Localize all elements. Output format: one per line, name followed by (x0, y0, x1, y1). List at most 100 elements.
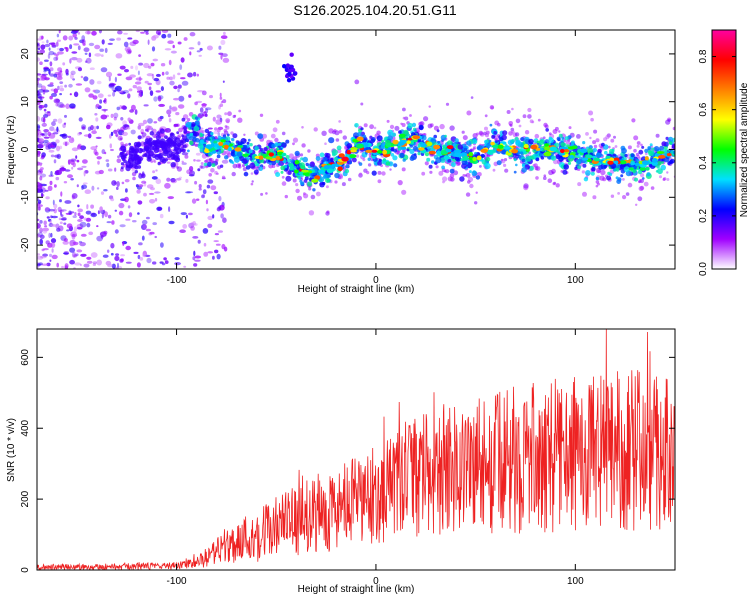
ridge-point (124, 153, 128, 157)
noise-point (127, 205, 131, 209)
noise-point (99, 206, 103, 212)
noise-point (37, 50, 40, 54)
noise-point (154, 191, 161, 194)
ridge-point (590, 171, 595, 176)
noise-point (93, 125, 97, 132)
ridge-point (136, 142, 142, 147)
ridge-point (163, 149, 169, 155)
noise-point (42, 227, 49, 232)
ridge-point (354, 123, 359, 128)
noise-point (102, 254, 109, 258)
noise-point (94, 53, 102, 57)
ridge-point (538, 152, 544, 157)
noise-point (76, 159, 80, 163)
halo-point (243, 133, 246, 136)
ridge-point (535, 157, 540, 162)
ridge-point (615, 176, 619, 180)
ridge-peak (398, 133, 406, 138)
noise-point (46, 39, 49, 44)
ridge-peak (563, 149, 570, 153)
ridge-point (159, 142, 166, 149)
halo-point (640, 143, 643, 147)
halo-point (518, 124, 522, 128)
noise-point (205, 199, 208, 205)
halo-point (362, 158, 366, 162)
ridge-point (222, 134, 227, 138)
halo-point (650, 186, 655, 190)
halo-point (397, 180, 403, 186)
ridge-point (634, 177, 638, 182)
halo-point (373, 126, 377, 130)
ridge-peak (549, 146, 557, 152)
noise-point (174, 262, 182, 266)
noise-point (83, 217, 87, 221)
ridge-point (392, 155, 398, 161)
ridge-point (460, 158, 464, 162)
noise-point (110, 242, 115, 249)
ridge-point (586, 146, 589, 150)
noise-point (196, 198, 200, 201)
ridge-point (672, 150, 675, 155)
noise-point (214, 170, 218, 175)
ridge-point (472, 139, 478, 145)
noise-point (163, 257, 167, 261)
noise-point (186, 169, 193, 175)
noise-point (191, 198, 197, 204)
snr-series-line (37, 329, 675, 570)
noise-point (39, 49, 45, 54)
ridge-point (502, 130, 508, 136)
ridge-point (409, 148, 415, 154)
ridge-point (449, 168, 455, 174)
ridge-peak (300, 165, 306, 170)
noise-point (42, 89, 46, 95)
noise-point (180, 212, 187, 216)
noise-point (170, 50, 177, 54)
ridge-peak (468, 157, 474, 161)
halo-point (552, 182, 556, 186)
ridge-point (275, 159, 280, 164)
noise-point (44, 77, 50, 81)
halo-point (394, 125, 400, 131)
ridge-peak (614, 160, 619, 165)
noise-point (64, 200, 72, 204)
ridge-point (174, 137, 181, 143)
ridge-point (488, 139, 492, 143)
ridge-point (137, 160, 142, 164)
noise-point (194, 180, 198, 185)
ridge-point (563, 164, 569, 170)
halo-point (625, 192, 630, 196)
noise-point (212, 214, 215, 219)
noise-point (54, 154, 60, 158)
noise-point (51, 42, 56, 47)
halo-point (593, 129, 598, 134)
noise-point (86, 222, 91, 228)
ridge-point (134, 170, 138, 174)
noise-point (68, 35, 74, 41)
noise-point (71, 51, 78, 54)
ridge-point (249, 143, 253, 147)
halo-point (194, 101, 198, 106)
ridge-point (145, 147, 151, 153)
noise-point (185, 214, 188, 219)
ridge-peak (331, 163, 340, 167)
noise-point (160, 86, 164, 92)
noise-point (212, 116, 216, 122)
noise-point (172, 74, 176, 80)
ridge-point (484, 139, 489, 144)
ridge-point (412, 146, 418, 151)
ridge-peak (397, 141, 405, 146)
halo-point (132, 176, 136, 181)
noise-point (177, 84, 182, 89)
ridge-peak (567, 146, 576, 150)
noise-point (59, 199, 62, 203)
noise-point (177, 88, 180, 93)
ridge-point (577, 165, 581, 170)
noise-point (43, 139, 49, 143)
noise-point (73, 43, 80, 46)
noise-point (164, 260, 169, 264)
colorbar-tick-label: 0.0 (698, 262, 709, 276)
halo-point (508, 131, 513, 136)
noise-point (88, 93, 94, 98)
noise-point (115, 253, 120, 256)
